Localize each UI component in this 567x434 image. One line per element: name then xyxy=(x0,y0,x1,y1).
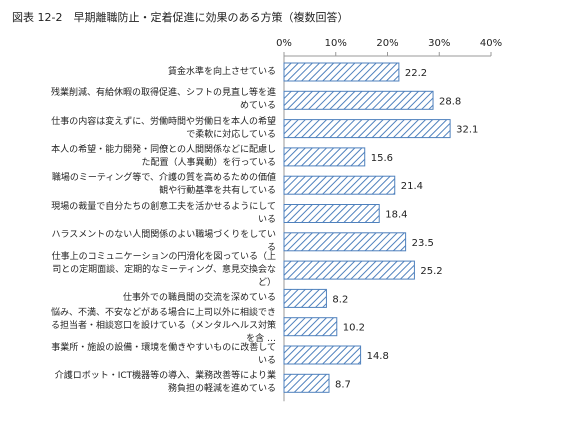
x-tick-label: 20% xyxy=(376,38,398,49)
chart-title: 図表 12-2 早期離職防止・定着促進に効果のある方策（複数回答） xyxy=(12,10,348,24)
bar xyxy=(283,119,451,139)
x-tick-label: 10% xyxy=(325,38,347,49)
bar xyxy=(283,288,327,308)
category-label: 現場の裁量で自分たちの創意工夫を活かせるようにしている xyxy=(51,201,276,225)
value-label: 8.7 xyxy=(335,379,351,390)
value-label: 23.5 xyxy=(412,238,434,249)
bar xyxy=(283,232,407,252)
bar xyxy=(283,260,415,280)
value-label: 25.2 xyxy=(420,266,442,277)
category-label: 事業所・施設の設備・環境を働きやすいものに改善している xyxy=(51,343,276,366)
x-tick-label: 0% xyxy=(276,38,292,49)
category-label: 仕事外での職員間の交流を深めている xyxy=(122,292,276,303)
bar xyxy=(283,175,396,195)
value-label: 32.1 xyxy=(456,125,478,136)
bar xyxy=(283,147,366,167)
value-label: 14.8 xyxy=(367,351,389,362)
category-label: 悩み、不満、不安などがある場合に上司以外に相談できる担当者・相談窓口を設けている… xyxy=(50,308,276,345)
category-label: 介護ロボット・ICT機器等の導入、業務改善等により業務負担の軽減を進めている xyxy=(54,371,276,395)
category-label: 職場のミーティング等で、介護の質を高めるための価値観や行動基準を共有している xyxy=(51,173,276,197)
bar xyxy=(283,90,434,110)
x-tick-label: 40% xyxy=(480,38,502,49)
x-tick-label: 30% xyxy=(428,38,450,49)
category-label: 残業削減、有給休暇の取得促進、シフトの見直し等を進めている xyxy=(50,88,276,112)
bar xyxy=(283,373,330,393)
bar xyxy=(283,204,380,223)
bar xyxy=(283,62,400,82)
category-label: 仕事上のコミュニケーションの円滑化を図っている（上司との定期面談、定期的なミーテ… xyxy=(51,251,276,288)
value-label: 21.4 xyxy=(401,181,423,192)
category-label: ハラスメントのない人間関係のよい職場づくりをしている xyxy=(51,229,276,253)
category-label: 本人の希望・能力開発・同僚との人間関係などに配慮した配置（人事異動）を行っている xyxy=(51,144,276,168)
category-label: 仕事の内容は変えずに、労働時間や労働日を本人の希望で柔軟に対応している xyxy=(51,116,276,140)
value-label: 22.2 xyxy=(405,68,427,79)
value-label: 8.2 xyxy=(332,294,348,305)
bar xyxy=(283,345,362,365)
category-label: 賃金水準を向上させている xyxy=(167,66,276,77)
value-label: 18.4 xyxy=(385,210,407,221)
bar xyxy=(283,317,338,337)
value-label: 10.2 xyxy=(343,323,365,334)
value-label: 15.6 xyxy=(371,153,393,164)
value-label: 28.8 xyxy=(439,96,461,107)
